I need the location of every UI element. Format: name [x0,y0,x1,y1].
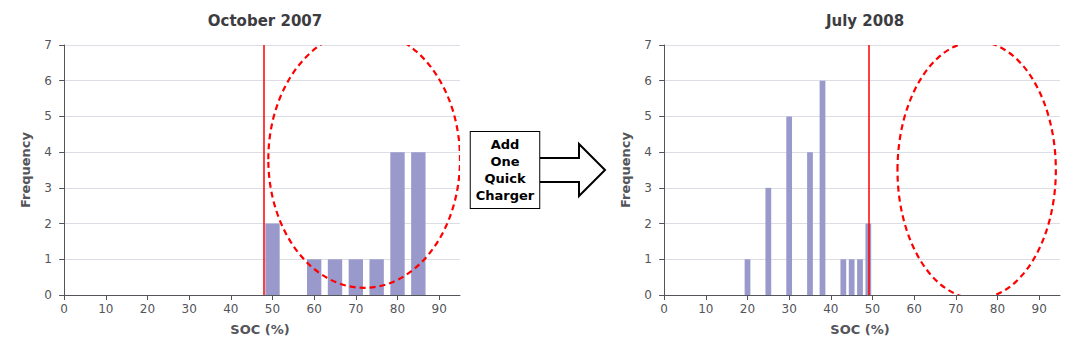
svg-text:20: 20 [140,302,155,316]
svg-text:0: 0 [660,302,668,316]
svg-text:70: 70 [348,302,363,316]
svg-text:0: 0 [60,302,68,316]
svg-text:Quick: Quick [484,171,525,186]
svg-text:July 2008: July 2008 [825,12,904,30]
svg-text:70: 70 [948,302,963,316]
svg-text:90: 90 [432,302,447,316]
svg-text:Add: Add [491,137,520,152]
svg-text:October 2007: October 2007 [208,12,322,30]
svg-text:3: 3 [644,181,652,195]
svg-text:4: 4 [644,145,652,159]
svg-text:50: 50 [265,302,280,316]
svg-text:90: 90 [1032,302,1047,316]
svg-text:Frequency: Frequency [18,131,33,208]
svg-text:Charger: Charger [476,188,535,203]
svg-text:1: 1 [644,252,652,266]
svg-text:2: 2 [44,217,52,231]
svg-text:30: 30 [182,302,197,316]
svg-text:6: 6 [644,74,652,88]
svg-text:One: One [490,154,519,169]
svg-text:0: 0 [644,288,652,302]
svg-text:7: 7 [644,38,652,52]
svg-text:6: 6 [44,74,52,88]
svg-text:80: 80 [990,302,1005,316]
svg-text:SOC (%): SOC (%) [230,322,289,337]
svg-text:20: 20 [740,302,755,316]
svg-text:10: 10 [98,302,113,316]
svg-text:60: 60 [907,302,922,316]
svg-text:7: 7 [44,38,52,52]
svg-text:80: 80 [390,302,405,316]
svg-text:30: 30 [782,302,797,316]
svg-text:10: 10 [698,302,713,316]
svg-text:SOC (%): SOC (%) [830,322,889,337]
svg-text:40: 40 [823,302,838,316]
svg-text:5: 5 [644,109,652,123]
svg-text:5: 5 [44,109,52,123]
svg-text:Frequency: Frequency [618,131,633,208]
svg-text:40: 40 [223,302,238,316]
svg-text:0: 0 [44,288,52,302]
svg-text:60: 60 [307,302,322,316]
svg-text:50: 50 [865,302,880,316]
svg-text:3: 3 [44,181,52,195]
svg-text:2: 2 [644,217,652,231]
svg-text:1: 1 [44,252,52,266]
svg-text:4: 4 [44,145,52,159]
